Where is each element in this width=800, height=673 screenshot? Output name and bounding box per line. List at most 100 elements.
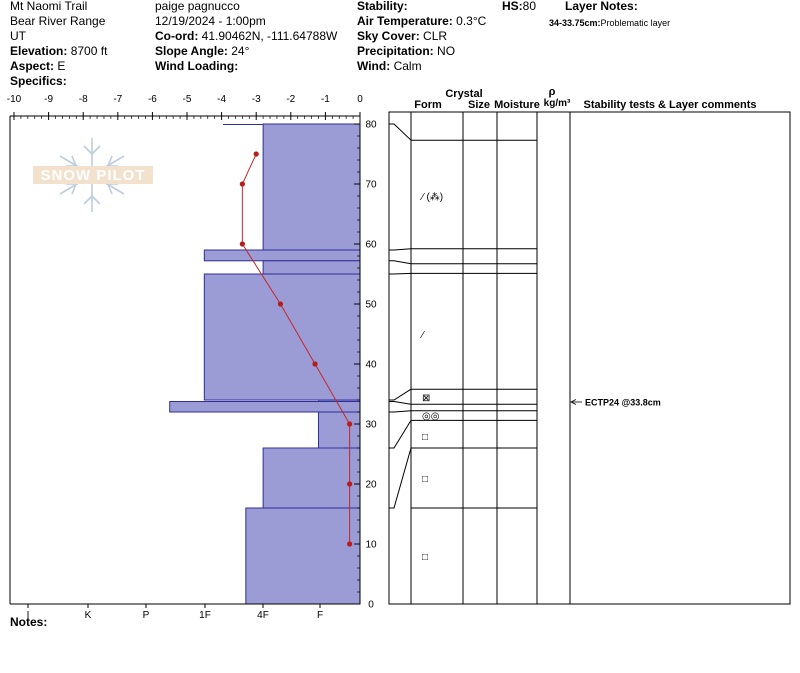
hardness-layer <box>317 411 361 449</box>
temp-tick-label: -7 <box>113 94 122 105</box>
temperature-point <box>347 481 353 487</box>
slope-row: Slope Angle: 24° <box>155 44 337 59</box>
temperature-point <box>239 181 245 187</box>
height-tick-label: 80 <box>365 120 377 131</box>
precip-label: Precipitation: <box>357 44 434 58</box>
temp-tick-label: -1 <box>321 94 330 105</box>
stratigraphy-grid: ⁄ (⁂) ⁄ ⊠ ◎◎ □ □ □ <box>388 111 791 605</box>
wind-loading-row: Wind Loading: <box>155 59 337 74</box>
layer-note-text: Problematic layer <box>600 18 671 28</box>
header-density-unit: kg/m³ <box>544 98 571 109</box>
height-tick-label: 10 <box>365 540 377 551</box>
range-name: Bear River Range <box>10 14 106 28</box>
temperature-point <box>347 421 353 427</box>
layer-note-range: 34-33.75cm: <box>549 18 601 28</box>
header-col1: Mt Naomi Trail Bear River Range UT Eleva… <box>10 0 107 89</box>
arrow-head-icon <box>570 399 577 405</box>
hardness-layers <box>169 123 361 605</box>
header-size: Size <box>468 99 490 111</box>
hs-value: 80 <box>522 0 537 13</box>
wind-loading-label: Wind Loading: <box>155 59 239 73</box>
hardness-tick-label: F <box>317 610 323 621</box>
header-moisture: Moisture <box>494 99 540 111</box>
temp-tick-label: -2 <box>286 94 295 105</box>
precip-value: NO <box>437 44 456 58</box>
layer-notes-label: Layer Notes: <box>565 0 638 13</box>
layer-connector <box>389 260 412 265</box>
hardness-layer <box>245 507 361 605</box>
temp-tick-label: -9 <box>44 94 53 105</box>
hardness-tick-label: K <box>85 610 92 621</box>
grain-form-symbol: ⁄ (⁂) <box>419 192 443 203</box>
temperature-point <box>253 151 259 157</box>
location-name: Mt Naomi Trail <box>10 0 88 13</box>
state-name: UT <box>10 29 26 43</box>
grain-form-symbol: □ <box>422 474 428 485</box>
temperature-point <box>347 541 353 547</box>
grain-form-symbol: ⁄ <box>419 330 425 341</box>
air-temp-label: Air Temperature: <box>357 14 453 28</box>
temp-tick-label: -10 <box>7 94 22 105</box>
snowpilot-watermark: SNOW PILOT <box>33 138 153 212</box>
air-temp-row: Air Temperature: 0.3°C <box>357 14 486 29</box>
hardness-tick-label: I <box>27 610 30 621</box>
slope-value: 24° <box>231 44 250 58</box>
temp-tick-label: -3 <box>252 94 261 105</box>
hardness-tick-label: 4F <box>257 610 269 621</box>
air-temp-value: 0.3°C <box>456 14 487 28</box>
header-crystal: Crystal <box>445 88 482 100</box>
temperature-profile <box>239 151 353 547</box>
hardness-tick-label: 1F <box>199 610 211 621</box>
header-col3: Stability: Air Temperature: 0.3°C Sky Co… <box>357 0 486 74</box>
coord-row: Co-ord: 41.90462N, -111.64788W <box>155 29 337 44</box>
hardness-layer <box>203 273 361 401</box>
sky-label: Sky Cover: <box>357 29 420 43</box>
layer-connector <box>389 420 412 449</box>
hardness-layer <box>169 401 361 413</box>
precip-row: Precipitation: NO <box>357 44 486 59</box>
wind-value: Calm <box>393 59 422 73</box>
sky-value: CLR <box>423 29 448 43</box>
header-form: Form <box>414 99 442 111</box>
slope-label: Slope Angle: <box>155 44 228 58</box>
layer-notes-heading: Layer Notes: <box>565 0 638 14</box>
header-rho: ρ <box>549 86 556 98</box>
layer-connector <box>389 410 412 413</box>
temperature-point <box>277 301 284 307</box>
hardness-layer <box>262 260 361 275</box>
height-tick-label: 30 <box>365 420 377 431</box>
aspect-label: Aspect: <box>10 59 55 73</box>
height-tick-label: 60 <box>365 240 377 251</box>
temperature-line <box>241 153 351 544</box>
layer-connector <box>389 248 412 251</box>
height-tick-label: 20 <box>365 480 377 491</box>
grid-frame <box>388 111 791 605</box>
header-stability-tests: Stability tests & Layer comments <box>583 99 756 111</box>
grain-form-symbol: ⊠ <box>422 393 430 404</box>
coord-label: Co-ord: <box>155 29 199 43</box>
ectp-text: ECTP24 @33.8cm <box>585 398 661 408</box>
temp-tick-label: -6 <box>148 94 157 105</box>
layer-connector <box>389 447 412 509</box>
temp-tick-label: -8 <box>79 94 88 105</box>
stability-label: Stability: <box>357 0 408 13</box>
watermark-band <box>33 166 153 184</box>
layer-connector <box>389 123 412 141</box>
notes-label: Notes: <box>10 615 48 629</box>
specifics-label: Specifics: <box>10 74 67 88</box>
height-tick-label: 50 <box>365 300 377 311</box>
aspect-value: E <box>57 59 66 73</box>
watermark-text: SNOW PILOT <box>41 167 146 184</box>
observer-name: paige pagnucco <box>155 0 240 13</box>
hardness-tick-label: P <box>143 610 150 621</box>
height-tick-label: 70 <box>365 180 377 191</box>
grain-form-symbol: □ <box>422 552 428 563</box>
temperature-point <box>239 241 245 247</box>
elevation-value: 8700 ft <box>70 44 108 58</box>
hardness-layer <box>262 447 361 509</box>
obs-datetime: 12/19/2024 - 1:00pm <box>155 14 266 28</box>
hs-row: HS:80 <box>502 0 536 14</box>
layer-connector <box>389 272 412 275</box>
grain-form-symbol: □ <box>422 432 428 443</box>
